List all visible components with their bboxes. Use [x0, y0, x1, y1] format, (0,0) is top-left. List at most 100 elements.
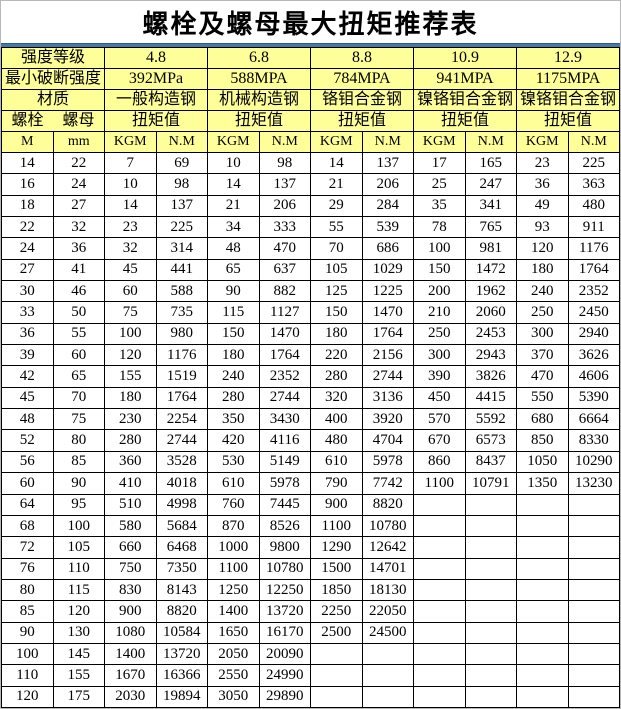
torque-value-cell: 240	[207, 365, 260, 388]
torque-value-cell: 1400	[104, 642, 157, 666]
torque-value-cell: 137	[155, 194, 208, 218]
torque-value-cell	[567, 536, 620, 559]
torque-value-cell: 69	[155, 151, 208, 175]
bolt-size-cell: 27	[1, 258, 54, 282]
torque-value-cell: 1850	[310, 578, 363, 602]
torque-value-cell: 55	[310, 216, 363, 239]
torque-value-cell: 165	[464, 151, 517, 175]
torque-value-cell: 120	[516, 237, 569, 260]
torque-value-cell	[567, 642, 620, 666]
table-row: 14 22 7 69 10 98 14 137 17 165 23 225	[1, 151, 620, 175]
material-6-8: 机械构造钢	[207, 89, 311, 111]
torque-value-cell: 98	[258, 151, 311, 175]
nut-size-cell: 65	[52, 365, 105, 388]
torque-value-cell: 137	[361, 151, 414, 175]
torque-value-cell: 180	[310, 322, 363, 346]
torque-value-cell: 19894	[155, 685, 208, 709]
torque-value-cell	[464, 493, 517, 516]
bolt-nut-header: 螺栓 螺母	[1, 110, 105, 132]
unit-kgm-1: KGM	[104, 131, 157, 153]
bolt-size-cell: 110	[1, 664, 54, 687]
torque-value-cell: 8143	[155, 578, 208, 602]
table-row: 18 27 14 137 21 206 29 284 35 341 49 480	[1, 194, 620, 218]
torque-value-cell: 13720	[155, 642, 208, 666]
torque-value-cell: 24500	[361, 621, 414, 644]
torque-value-cell: 9800	[258, 536, 311, 559]
nut-size-cell: 32	[52, 216, 105, 239]
torque-value-cell: 3528	[155, 450, 208, 474]
torque-value-cell: 4116	[258, 429, 311, 452]
table-row: 52 80 280 2744 420 4116 480 4704 670 6573 850 8330	[1, 429, 620, 452]
nut-size-cell: 130	[52, 621, 105, 644]
bolt-size-cell: 18	[1, 194, 54, 218]
torque-value-cell: 735	[155, 301, 208, 324]
torque-value-cell: 115	[207, 301, 260, 324]
torque-value-cell: 48	[207, 237, 260, 260]
torque-value-cell: 2250	[310, 600, 363, 623]
bolt-size-cell: 120	[1, 685, 54, 709]
torque-value-cell: 10	[104, 173, 157, 196]
bolt-size-cell: 68	[1, 514, 54, 538]
torque-value-cell: 5592	[464, 408, 517, 431]
torque-value-cell	[516, 514, 569, 538]
torque-value-cell: 2744	[155, 429, 208, 452]
torque-value-cell: 180	[207, 344, 260, 367]
torque-value-cell: 247	[464, 173, 517, 196]
bolt-size-cell: 14	[1, 151, 54, 175]
torque-label-4-8: 扭矩值	[104, 110, 208, 132]
bolt-size-cell: 24	[1, 237, 54, 260]
torque-value-cell: 480	[567, 194, 620, 218]
torque-table-body: 14 22 7 69 10 98 14 137 17 165 23 225 16 24 10 98 14 137 2…	[1, 151, 620, 709]
torque-value-cell: 750	[104, 557, 157, 580]
torque-value-cell: 12642	[361, 536, 414, 559]
table-row: 48 75 230 2254 350 3430 400 3920 570 5592 680 6664	[1, 408, 620, 431]
bolt-size-cell: 36	[1, 322, 54, 346]
torque-value-cell: 20090	[258, 642, 311, 666]
torque-value-cell: 420	[207, 429, 260, 452]
torque-value-cell: 13230	[567, 472, 620, 495]
torque-value-cell: 765	[464, 216, 517, 239]
torque-value-cell: 25	[413, 173, 466, 196]
nut-size-cell: 60	[52, 344, 105, 367]
torque-value-cell: 588	[155, 280, 208, 303]
torque-value-cell: 24990	[258, 664, 311, 687]
torque-value-cell: 686	[361, 237, 414, 260]
torque-value-cell: 2943	[464, 344, 517, 367]
torque-value-cell: 860	[413, 450, 466, 474]
torque-value-cell: 2050	[207, 642, 260, 666]
torque-value-cell: 300	[413, 344, 466, 367]
breaking-strength-4-8: 392MPa	[104, 68, 208, 90]
table-row: 45 70 180 1764 280 2744 320 3136 450 4415 550 5390	[1, 386, 620, 410]
torque-value-cell: 2744	[258, 386, 311, 410]
material-4-8: 一般构造钢	[104, 89, 208, 111]
bolt-size-cell: 30	[1, 280, 54, 303]
torque-value-cell: 280	[310, 365, 363, 388]
torque-value-cell: 78	[413, 216, 466, 239]
torque-value-cell: 23	[516, 151, 569, 175]
torque-value-cell: 10780	[361, 514, 414, 538]
torque-label-6-8: 扭矩值	[207, 110, 311, 132]
table-row: 72 105 660 6468 1000 9800 1290 12642	[1, 536, 620, 559]
torque-value-cell: 10290	[567, 450, 620, 474]
table-row: 56 85 360 3528 530 5149 610 5978 860 8437 1050 1029…	[1, 450, 620, 474]
torque-value-cell	[516, 685, 569, 709]
torque-value-cell: 320	[310, 386, 363, 410]
torque-value-cell	[567, 514, 620, 538]
nut-label: 螺母	[62, 112, 95, 129]
torque-value-cell: 65	[207, 258, 260, 282]
nut-size-cell: 145	[52, 642, 105, 666]
torque-value-cell	[413, 557, 466, 580]
torque-value-cell: 1400	[207, 600, 260, 623]
torque-value-cell: 280	[104, 429, 157, 452]
torque-value-cell: 1225	[361, 280, 414, 303]
strength-grade-row: 强度等级 4.8 6.8 8.8 10.9 12.9	[1, 47, 620, 69]
torque-value-cell: 670	[413, 429, 466, 452]
material-8-8: 铬钼合金钢	[310, 89, 414, 111]
torque-value-cell	[516, 664, 569, 687]
torque-value-cell: 206	[361, 173, 414, 196]
table-row: 39 60 120 1176 180 1764 220 2156 300 2943 370 3626	[1, 344, 620, 367]
nut-size-cell: 24	[52, 173, 105, 196]
torque-value-cell: 1127	[258, 301, 311, 324]
table-row: 64 95 510 4998 760 7445 900 8820	[1, 493, 620, 516]
material-10-9: 镍铬钼合金钢	[413, 89, 517, 111]
